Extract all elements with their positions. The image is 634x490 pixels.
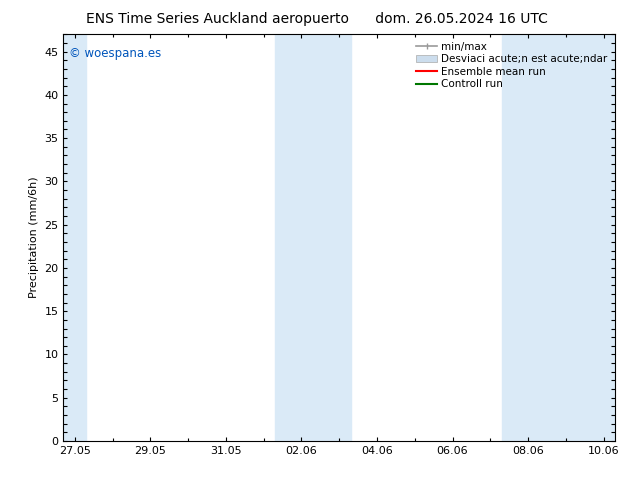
Bar <box>275 34 351 441</box>
Legend: min/max, Desviaci acute;n est acute;ndar, Ensemble mean run, Controll run: min/max, Desviaci acute;n est acute;ndar… <box>415 40 610 92</box>
Bar <box>63 34 86 441</box>
Text: ENS Time Series Auckland aeropuerto      dom. 26.05.2024 16 UTC: ENS Time Series Auckland aeropuerto dom.… <box>86 12 548 26</box>
Text: © woespana.es: © woespana.es <box>69 47 161 59</box>
Bar <box>501 34 615 441</box>
Y-axis label: Precipitation (mm/6h): Precipitation (mm/6h) <box>29 177 39 298</box>
